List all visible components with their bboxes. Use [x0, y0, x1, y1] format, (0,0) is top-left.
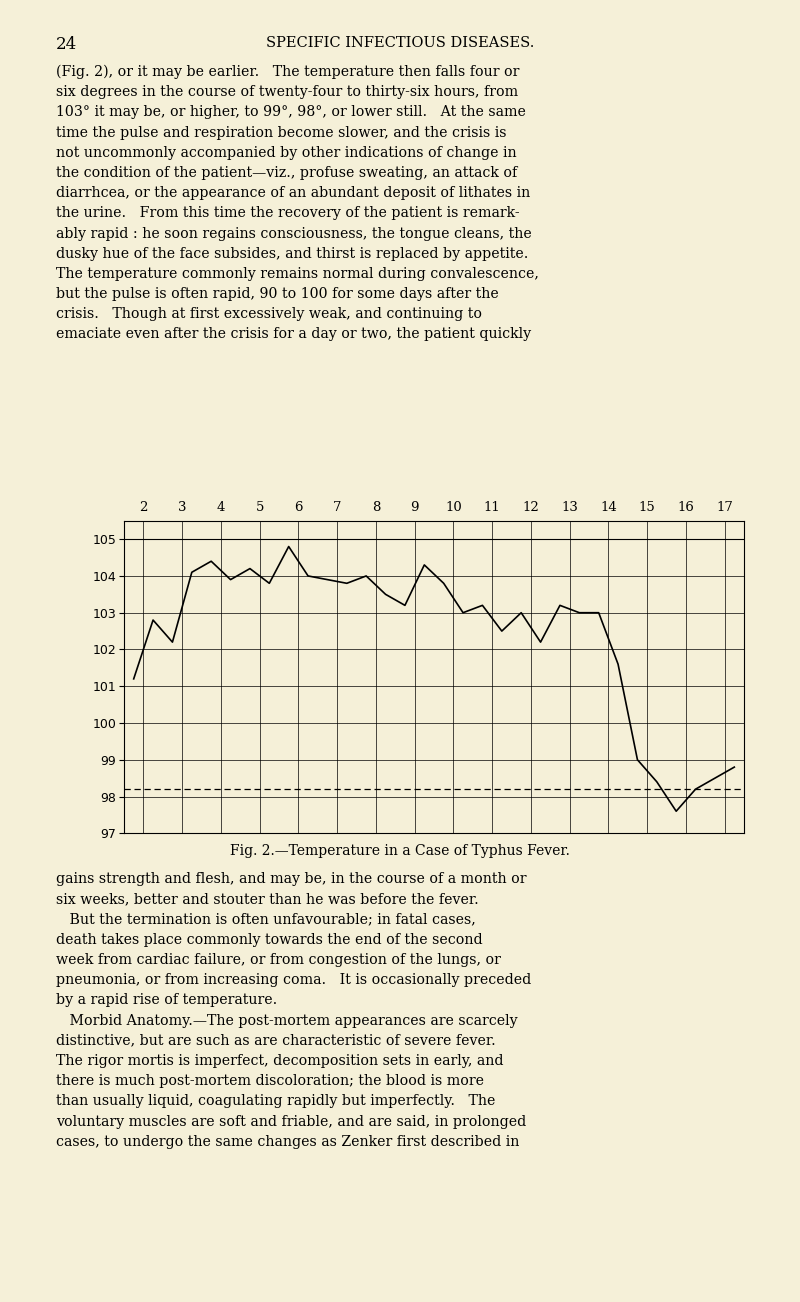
Text: death takes place commonly towards the end of the second: death takes place commonly towards the e… [56, 932, 482, 947]
Text: there is much post-mortem discoloration; the blood is more: there is much post-mortem discoloration;… [56, 1074, 484, 1088]
Text: distinctive, but are such as are characteristic of severe fever.: distinctive, but are such as are charact… [56, 1034, 496, 1048]
Text: 17: 17 [716, 501, 733, 514]
Text: cases, to undergo the same changes as Zenker first described in: cases, to undergo the same changes as Ze… [56, 1134, 519, 1148]
Text: 103° it may be, or higher, to 99°, 98°, or lower still.   At the same: 103° it may be, or higher, to 99°, 98°, … [56, 105, 526, 120]
Text: 5: 5 [255, 501, 264, 514]
Text: 13: 13 [561, 501, 578, 514]
Text: but the pulse is often rapid, 90 to 100 for some days after the: but the pulse is often rapid, 90 to 100 … [56, 288, 498, 301]
Text: ably rapid : he soon regains consciousness, the tongue cleans, the: ably rapid : he soon regains consciousne… [56, 227, 532, 241]
Text: 6: 6 [294, 501, 302, 514]
Text: dusky hue of the face subsides, and thirst is replaced by appetite.: dusky hue of the face subsides, and thir… [56, 247, 528, 260]
Text: 10: 10 [445, 501, 462, 514]
Text: voluntary muscles are soft and friable, and are said, in prolonged: voluntary muscles are soft and friable, … [56, 1115, 526, 1129]
Text: the condition of the patient—viz., profuse sweating, an attack of: the condition of the patient—viz., profu… [56, 167, 518, 180]
Text: 12: 12 [522, 501, 539, 514]
Text: 2: 2 [139, 501, 147, 514]
Text: emaciate even after the crisis for a day or two, the patient quickly: emaciate even after the crisis for a day… [56, 328, 531, 341]
Text: than usually liquid, coagulating rapidly but imperfectly.   The: than usually liquid, coagulating rapidly… [56, 1094, 495, 1108]
Text: 15: 15 [638, 501, 655, 514]
Text: six degrees in the course of twenty-four to thirty-six hours, from: six degrees in the course of twenty-four… [56, 86, 518, 99]
Text: week from cardiac failure, or from congestion of the lungs, or: week from cardiac failure, or from conge… [56, 953, 501, 967]
Text: SPECIFIC INFECTIOUS DISEASES.: SPECIFIC INFECTIOUS DISEASES. [266, 36, 534, 51]
Text: not uncommonly accompanied by other indications of change in: not uncommonly accompanied by other indi… [56, 146, 517, 160]
Text: six weeks, better and stouter than he was before the fever.: six weeks, better and stouter than he wa… [56, 893, 478, 906]
Text: crisis.   Though at first excessively weak, and continuing to: crisis. Though at first excessively weak… [56, 307, 482, 322]
Text: The rigor mortis is imperfect, decomposition sets in early, and: The rigor mortis is imperfect, decomposi… [56, 1055, 503, 1068]
Text: 4: 4 [217, 501, 225, 514]
Text: time the pulse and respiration become slower, and the crisis is: time the pulse and respiration become sl… [56, 126, 506, 139]
Text: 3: 3 [178, 501, 186, 514]
Text: The temperature commonly remains normal during convalescence,: The temperature commonly remains normal … [56, 267, 539, 281]
Text: Morbid Anatomy.—The post-mortem appearances are scarcely: Morbid Anatomy.—The post-mortem appearan… [56, 1013, 518, 1027]
Text: 14: 14 [600, 501, 617, 514]
Text: 9: 9 [410, 501, 419, 514]
Text: diarrhcea, or the appearance of an abundant deposit of lithates in: diarrhcea, or the appearance of an abund… [56, 186, 530, 201]
Text: 11: 11 [484, 501, 501, 514]
Text: pneumonia, or from increasing coma.   It is occasionally preceded: pneumonia, or from increasing coma. It i… [56, 974, 531, 987]
Text: 24: 24 [56, 36, 78, 53]
Text: 8: 8 [372, 501, 380, 514]
Text: the urine.   From this time the recovery of the patient is remark-: the urine. From this time the recovery o… [56, 207, 520, 220]
Text: gains strength and flesh, and may be, in the course of a month or: gains strength and flesh, and may be, in… [56, 872, 526, 887]
Text: by a rapid rise of temperature.: by a rapid rise of temperature. [56, 993, 278, 1008]
Text: 7: 7 [333, 501, 342, 514]
Text: But the termination is often unfavourable; in fatal cases,: But the termination is often unfavourabl… [56, 913, 476, 927]
Text: 16: 16 [678, 501, 694, 514]
Text: (Fig. 2), or it may be earlier.   The temperature then falls four or: (Fig. 2), or it may be earlier. The temp… [56, 65, 519, 79]
Text: Fig. 2.—Temperature in a Case of Typhus Fever.: Fig. 2.—Temperature in a Case of Typhus … [230, 844, 570, 858]
